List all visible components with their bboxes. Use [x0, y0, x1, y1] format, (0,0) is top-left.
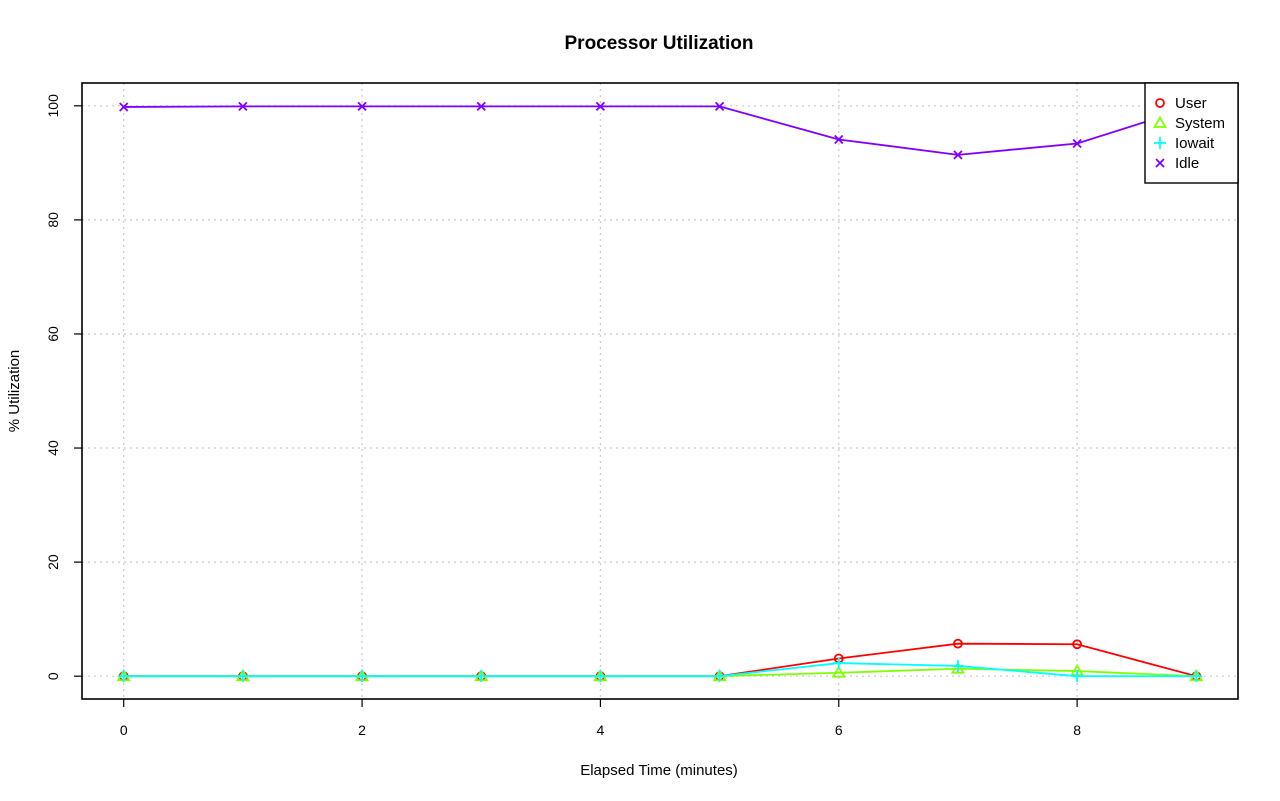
y-tick-label: 0	[45, 672, 61, 680]
data-point-idle	[714, 101, 725, 112]
data-point-system	[950, 661, 965, 674]
x-tick-label: 8	[1073, 722, 1081, 738]
series-iowait	[117, 657, 1203, 683]
data-point-iowait	[236, 670, 249, 683]
data-point-idle	[953, 150, 963, 160]
x-tick-label: 2	[358, 722, 366, 738]
series-line-idle	[123, 104, 1197, 156]
data-point-idle	[476, 101, 486, 112]
data-point-iowait	[475, 670, 488, 683]
data-point-iowait	[713, 670, 726, 683]
data-point-user	[1072, 639, 1083, 650]
data-point-iowait	[832, 657, 845, 670]
data-point-idle	[595, 101, 606, 112]
x-axis-label: Elapsed Time (minutes)	[580, 762, 738, 779]
data-point-iowait	[594, 670, 607, 683]
data-point-iowait	[356, 670, 369, 683]
series-idle	[119, 101, 1201, 160]
data-point-idle	[1072, 138, 1082, 149]
data-point-iowait	[117, 670, 130, 683]
data-point-idle	[119, 102, 129, 112]
y-axis: 0 20 40 60 80 100	[45, 94, 82, 680]
data-point-iowait	[951, 659, 964, 672]
y-tick-label: 80	[45, 212, 61, 228]
x-tick-label: 4	[597, 722, 605, 738]
grid-lines	[82, 83, 1238, 699]
series-layer	[116, 101, 1204, 683]
x-axis: 0 2 4 6 8	[120, 699, 1081, 738]
y-tick-label: 20	[45, 554, 61, 570]
x-tick-label: 0	[120, 722, 128, 738]
series-line-iowait	[123, 662, 1197, 678]
series-line-user	[123, 642, 1197, 678]
data-point-iowait	[1071, 670, 1084, 683]
series-user	[118, 638, 1202, 682]
legend-label-user: User	[1175, 95, 1207, 112]
data-point-idle	[834, 134, 844, 145]
y-axis-label: % Utilization	[6, 350, 23, 433]
data-point-idle	[238, 101, 248, 112]
legend-marker-idle	[1155, 158, 1165, 168]
data-point-iowait	[1190, 670, 1203, 683]
legend-marker-user	[1155, 98, 1165, 108]
y-tick-label: 40	[45, 440, 61, 456]
x-tick-label: 6	[835, 722, 843, 738]
data-point-idle	[357, 101, 367, 112]
chart-title: Processor Utilization	[565, 33, 754, 54]
legend: User System Iowait Idle	[1144, 82, 1239, 184]
data-point-user	[953, 638, 963, 649]
legend-marker-system	[1152, 115, 1168, 128]
series-system	[116, 661, 1204, 682]
y-tick-label: 60	[45, 326, 61, 342]
y-tick-label: 100	[45, 94, 61, 118]
legend-label-system: System	[1175, 115, 1225, 132]
legend-label-iowait: Iowait	[1175, 135, 1215, 152]
plot-frame	[81, 82, 1239, 700]
data-point-system	[831, 665, 846, 678]
legend-label-idle: Idle	[1175, 155, 1199, 172]
legend-marker-iowait	[1154, 137, 1166, 149]
